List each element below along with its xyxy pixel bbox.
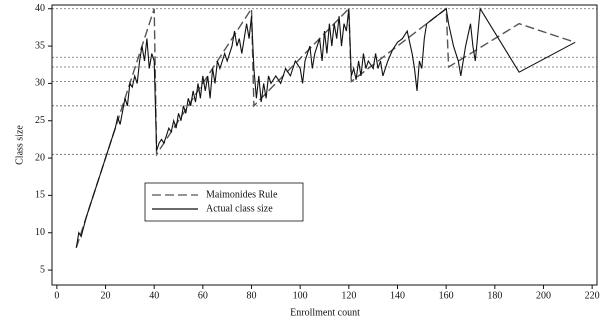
y-tick-label: 40 — [35, 3, 45, 14]
x-tick-label: 60 — [198, 290, 208, 301]
y-tick-label: 35 — [35, 40, 45, 51]
y-tick-label: 5 — [40, 264, 45, 275]
series-line — [75, 6, 576, 248]
legend-label: Actual class size — [206, 203, 273, 214]
x-axis-label: Enrollment count — [290, 307, 360, 318]
y-tick-label: 10 — [35, 227, 45, 238]
y-tick-label: 20 — [35, 152, 45, 163]
y-axis-label: Class size — [14, 125, 25, 165]
y-tick-label: 15 — [35, 190, 45, 201]
y-tick-label: 25 — [35, 115, 45, 126]
x-tick-label: 40 — [149, 290, 159, 301]
x-tick-label: 220 — [585, 290, 600, 301]
x-tick-label: 0 — [54, 290, 59, 301]
x-tick-label: 100 — [293, 290, 308, 301]
x-tick-label: 80 — [247, 290, 257, 301]
plot-frame — [51, 4, 598, 286]
legend-box — [144, 182, 304, 222]
x-tick-label: 20 — [101, 290, 111, 301]
y-tick-label: 30 — [35, 78, 45, 89]
x-tick-label: 200 — [536, 290, 551, 301]
x-tick-label: 160 — [439, 290, 454, 301]
x-tick-label: 120 — [341, 290, 356, 301]
x-tick-label: 180 — [487, 290, 502, 301]
legend-label: Maimonides Rule — [206, 189, 278, 200]
x-tick-label: 140 — [390, 290, 405, 301]
series-line — [75, 7, 576, 248]
